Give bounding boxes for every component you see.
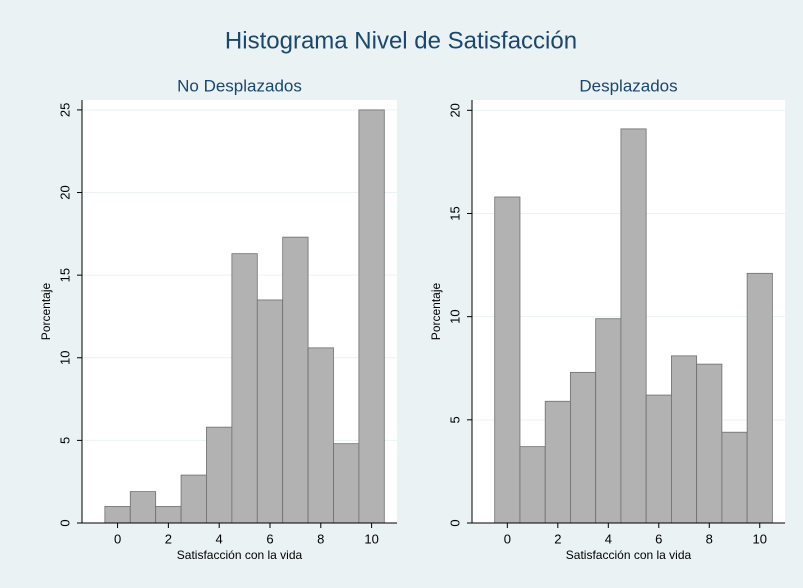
bar [645,394,672,524]
x-tick-label: 8 [706,531,713,546]
bar [746,272,773,524]
bar [595,318,622,524]
bar [696,363,723,524]
y-tick-label: 0 [57,519,72,526]
y-axis-label: Porcentaje [39,282,53,340]
y-tick-label: 5 [447,416,462,423]
x-tick-label: 2 [554,531,561,546]
y-tick-label: 20 [57,185,72,199]
x-tick-label: 10 [364,531,378,546]
y-axis-label: Porcentaje [429,282,443,340]
x-tick-label: 0 [504,531,511,546]
bar [671,355,698,524]
x-tick-label: 4 [216,531,223,546]
x-tick-label: 6 [655,531,662,546]
bar [494,196,521,524]
x-tick-label: 0 [114,531,121,546]
bar [544,400,571,524]
bar [620,128,647,524]
bar [155,506,182,524]
bar [104,506,131,524]
bar [282,236,309,524]
y-tick-label: 20 [447,103,462,117]
bar [180,474,207,524]
bar [333,443,360,524]
x-axis-label: Satisfacción con la vida [177,548,303,562]
bar [129,491,157,524]
bar [721,431,748,524]
x-tick-label: 6 [266,531,273,546]
x-tick-label: 4 [605,531,612,546]
y-tick-label: 15 [57,268,72,282]
y-tick-label: 5 [57,437,72,444]
bar [206,426,233,524]
y-tick-label: 25 [57,103,72,117]
bar [256,299,284,524]
bar [519,446,546,524]
y-tick-label: 10 [57,351,72,365]
x-tick-label: 2 [165,531,172,546]
x-axis-label: Satisfacción con la vida [566,548,692,562]
y-tick-label: 15 [447,206,462,220]
figure-title: Histograma Nivel de Satisfacción [225,27,577,54]
y-tick-label: 0 [447,519,462,526]
x-tick-label: 8 [317,531,324,546]
chart-title: Desplazados [579,76,677,95]
bar [307,347,334,524]
bar [358,109,385,524]
bar [231,253,258,524]
chart-title: No Desplazados [177,76,302,95]
y-tick-label: 10 [447,309,462,323]
bar [570,371,597,524]
x-tick-label: 10 [753,531,767,546]
